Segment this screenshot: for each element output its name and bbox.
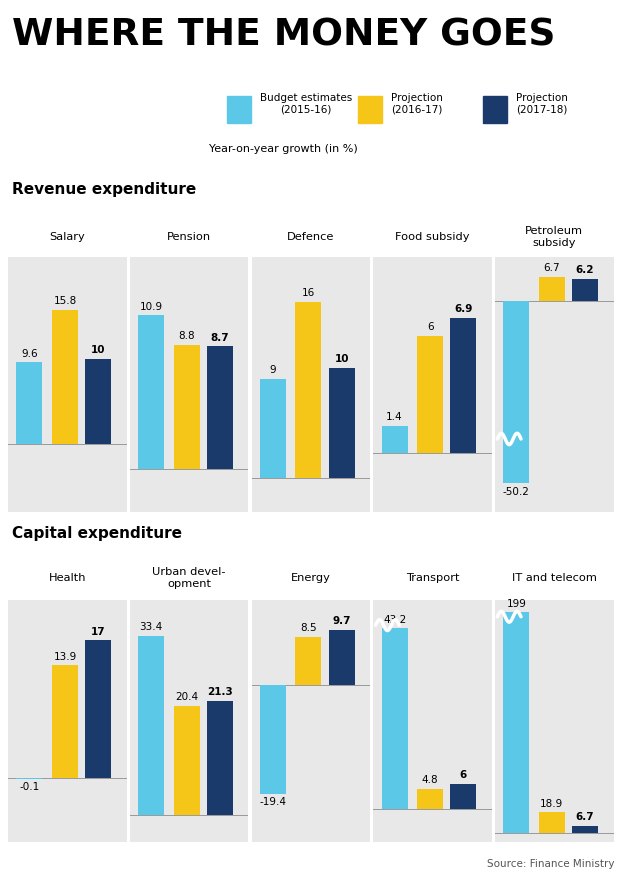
Bar bbox=[296, 302, 322, 478]
Bar bbox=[85, 640, 111, 778]
Text: 6: 6 bbox=[460, 770, 467, 781]
Text: 10.9: 10.9 bbox=[140, 302, 163, 311]
Bar bbox=[329, 368, 355, 478]
Text: -0.1: -0.1 bbox=[19, 782, 40, 792]
Bar bbox=[483, 96, 507, 123]
Bar bbox=[417, 336, 443, 453]
Bar bbox=[381, 425, 407, 453]
Bar bbox=[329, 630, 355, 684]
Text: 6: 6 bbox=[427, 322, 433, 332]
Text: 18.9: 18.9 bbox=[540, 799, 563, 809]
Text: 8.8: 8.8 bbox=[178, 331, 195, 341]
Text: 20.4: 20.4 bbox=[175, 692, 198, 702]
Text: WHERE THE MONEY GOES: WHERE THE MONEY GOES bbox=[12, 18, 556, 53]
Bar bbox=[207, 700, 233, 815]
Bar bbox=[539, 812, 565, 833]
Text: 21.3: 21.3 bbox=[207, 687, 233, 697]
Text: Energy: Energy bbox=[291, 573, 331, 583]
Text: 9.7: 9.7 bbox=[332, 617, 351, 626]
Text: 33.4: 33.4 bbox=[140, 622, 163, 632]
Bar bbox=[450, 318, 476, 453]
Text: 17: 17 bbox=[91, 627, 106, 637]
Bar bbox=[417, 789, 443, 809]
Text: IT and telecom: IT and telecom bbox=[512, 573, 597, 583]
Text: Urban devel-
opment: Urban devel- opment bbox=[152, 567, 226, 588]
Text: Food subsidy: Food subsidy bbox=[396, 232, 469, 242]
Text: 1.4: 1.4 bbox=[386, 412, 403, 422]
Bar bbox=[138, 636, 164, 815]
Bar bbox=[174, 345, 200, 469]
Bar bbox=[52, 666, 78, 778]
Text: Salary: Salary bbox=[50, 232, 85, 242]
Text: 16: 16 bbox=[302, 288, 315, 298]
Text: Pension: Pension bbox=[167, 232, 211, 242]
Text: Revenue expenditure: Revenue expenditure bbox=[12, 182, 197, 198]
Text: 9.6: 9.6 bbox=[21, 348, 38, 359]
Text: Transport: Transport bbox=[406, 573, 460, 583]
Text: 43.2: 43.2 bbox=[383, 615, 406, 624]
Bar bbox=[260, 684, 286, 794]
Bar bbox=[207, 347, 233, 469]
Text: 199: 199 bbox=[506, 599, 526, 609]
Text: Capital expenditure: Capital expenditure bbox=[12, 526, 183, 542]
Text: 9: 9 bbox=[270, 365, 276, 375]
Text: Budget estimates
(2015-16): Budget estimates (2015-16) bbox=[260, 93, 352, 115]
Text: 4.8: 4.8 bbox=[422, 775, 438, 785]
Text: 6.7: 6.7 bbox=[576, 812, 594, 822]
Bar bbox=[381, 629, 407, 809]
Bar bbox=[296, 637, 322, 684]
Text: 6.9: 6.9 bbox=[454, 304, 473, 314]
Text: 13.9: 13.9 bbox=[53, 652, 76, 662]
Text: 10: 10 bbox=[334, 355, 349, 364]
Bar bbox=[450, 784, 476, 809]
Bar bbox=[572, 279, 598, 301]
Bar bbox=[85, 359, 111, 444]
Text: -50.2: -50.2 bbox=[503, 487, 530, 497]
Bar bbox=[539, 277, 565, 301]
Bar bbox=[503, 301, 529, 483]
Text: Source: Finance Ministry: Source: Finance Ministry bbox=[487, 859, 615, 870]
Bar bbox=[138, 316, 164, 469]
Text: Defence: Defence bbox=[287, 232, 335, 242]
Text: 6.7: 6.7 bbox=[543, 263, 560, 273]
Text: Year-on-year growth (in %): Year-on-year growth (in %) bbox=[209, 145, 358, 154]
Bar bbox=[503, 612, 529, 833]
Text: 8.5: 8.5 bbox=[300, 623, 317, 633]
Bar bbox=[572, 826, 598, 833]
Bar bbox=[16, 363, 42, 444]
Text: 6.2: 6.2 bbox=[576, 265, 594, 274]
Text: 8.7: 8.7 bbox=[211, 333, 229, 342]
Bar bbox=[358, 96, 382, 123]
Bar bbox=[227, 96, 251, 123]
Text: -19.4: -19.4 bbox=[260, 797, 286, 808]
Text: Projection
(2016-17): Projection (2016-17) bbox=[391, 93, 443, 115]
Text: 10: 10 bbox=[91, 345, 106, 355]
Bar bbox=[174, 706, 200, 815]
Text: 15.8: 15.8 bbox=[53, 296, 76, 306]
Text: Projection
(2017-18): Projection (2017-18) bbox=[516, 93, 568, 115]
Bar bbox=[260, 379, 286, 478]
Bar bbox=[52, 310, 78, 444]
Text: Petroleum
subsidy: Petroleum subsidy bbox=[525, 226, 583, 248]
Text: Health: Health bbox=[48, 573, 86, 583]
